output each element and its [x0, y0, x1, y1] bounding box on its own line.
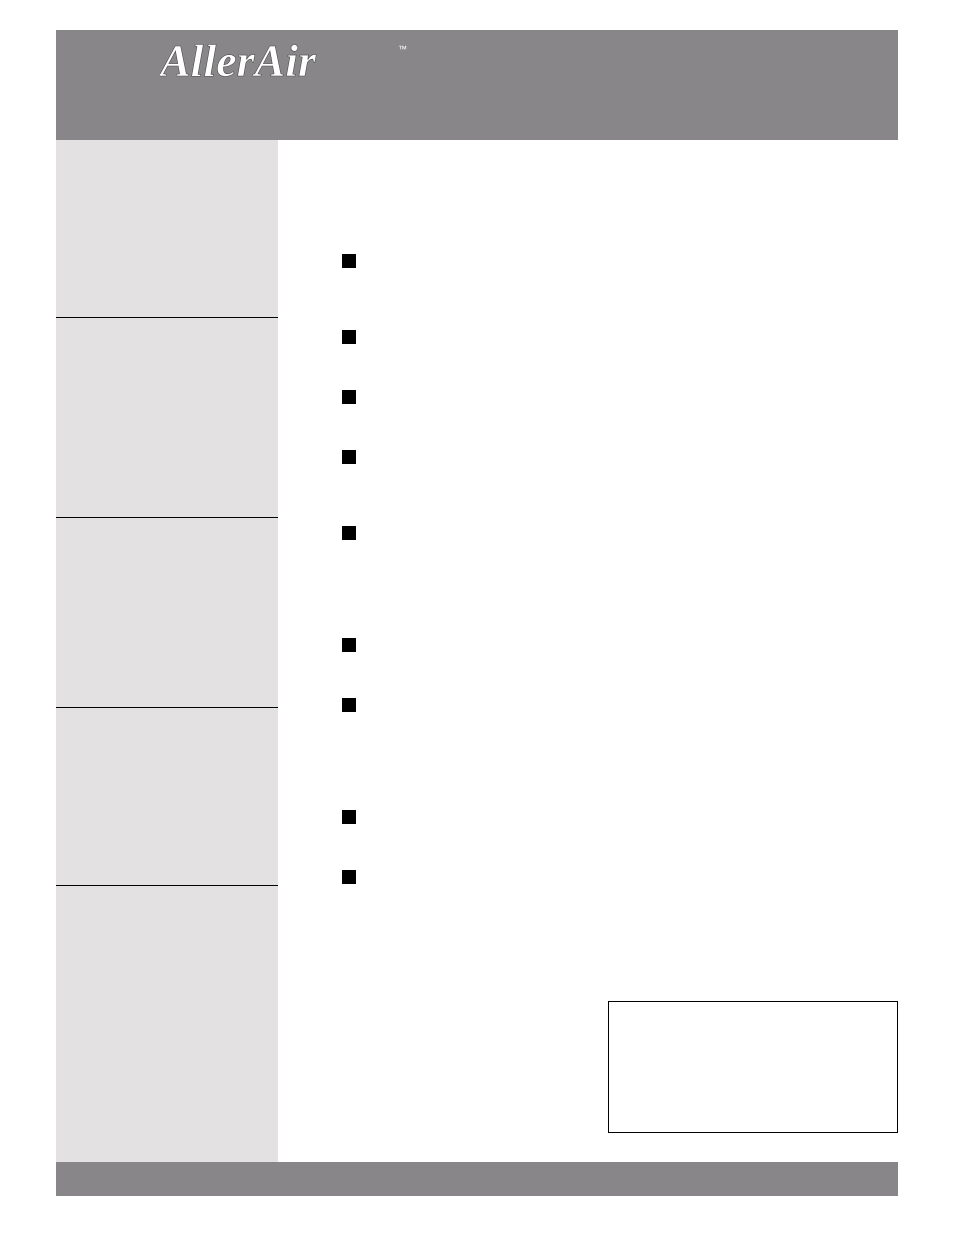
list-item: [342, 448, 880, 468]
bullet-list: [342, 252, 880, 888]
sidebar-block: [56, 140, 278, 318]
trademark-symbol: ™: [398, 44, 407, 54]
list-item: [342, 696, 880, 716]
list-item: [342, 388, 880, 408]
main-content: [300, 160, 880, 928]
list-item: [342, 636, 880, 656]
brand-wordmark: AllerAir: [160, 38, 317, 86]
list-item: [342, 524, 880, 544]
list-item: [342, 868, 880, 888]
brand-logo: AllerAir ™: [160, 38, 420, 88]
sidebar: [56, 140, 278, 1162]
list-item: [342, 808, 880, 828]
sidebar-block: [56, 318, 278, 518]
sidebar-block: [56, 708, 278, 886]
list-item: [342, 252, 880, 272]
sidebar-block: [56, 518, 278, 708]
footer-bar: [56, 1162, 898, 1196]
sidebar-block: [56, 886, 278, 1162]
page: AllerAir ™: [0, 0, 954, 1235]
callout-box: [608, 1001, 898, 1133]
list-item: [342, 328, 880, 348]
